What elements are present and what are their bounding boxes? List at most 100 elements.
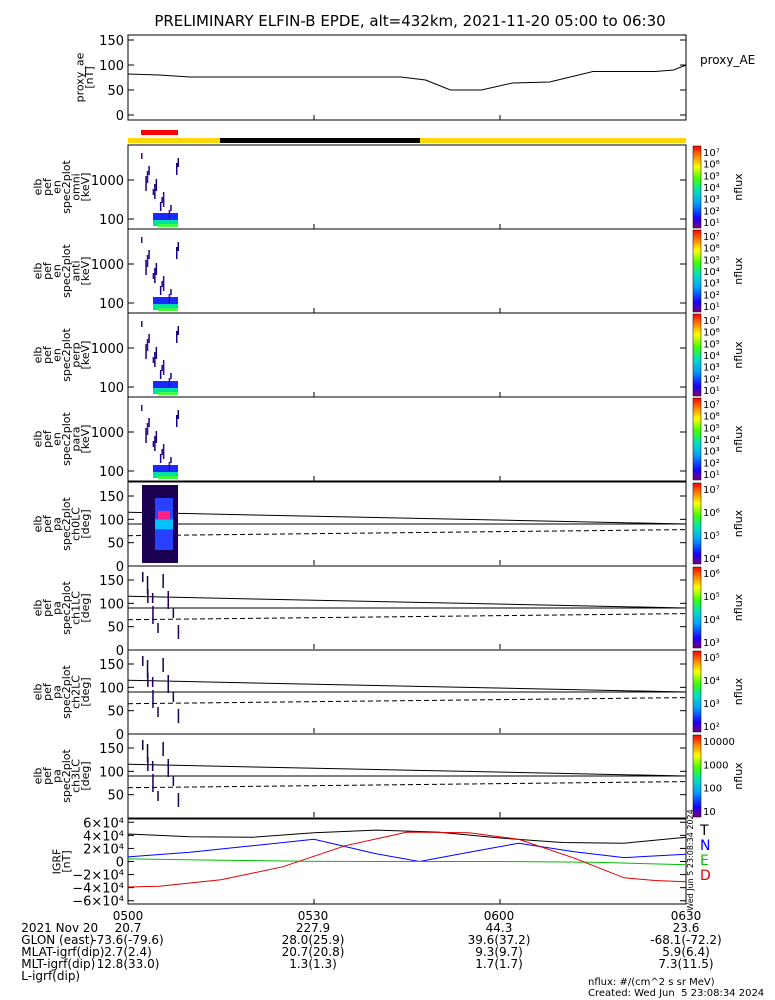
spectrogram-pixel <box>152 441 155 447</box>
pa-pixel <box>162 658 164 672</box>
colorbar <box>692 229 702 313</box>
pa-ylabel-line: pef <box>41 598 54 617</box>
spectrogram-ylabel-line: pef <box>41 261 54 280</box>
footer-value: 28.0(25.9) <box>281 933 345 947</box>
colorbar-tick-label: 10⁶ <box>703 569 720 580</box>
colorbar-label: nflux <box>732 762 745 790</box>
spec-y-label: 1000 <box>91 258 124 273</box>
spectrogram-pixel <box>141 405 143 411</box>
colorbar-tick-label: 10⁷ <box>703 485 720 496</box>
pa-y-label: 50 <box>107 537 124 552</box>
colorbar-tick-label: 10⁶ <box>703 244 720 255</box>
colorbar-tick-label: 10⁶ <box>703 508 720 519</box>
spectrogram-pixel <box>155 179 158 191</box>
spectrogram-ylabel-line: en <box>50 348 63 362</box>
pa-pixel <box>142 656 144 666</box>
pa-pixel-block <box>158 510 170 519</box>
colorbar-tick-label: 10² <box>703 722 720 733</box>
pa-y-label: 50 <box>107 621 124 636</box>
spectrogram-pixel <box>153 213 178 221</box>
pa-ylabel-line: pef <box>41 766 54 785</box>
spectrogram-pixel <box>170 289 172 295</box>
footer-value: 1.7(1.7) <box>475 957 523 971</box>
footer-value: -68.1(-72.2) <box>650 933 722 947</box>
spectrogram-ylabel-line: perp <box>69 342 82 367</box>
pa-y-label: 0 <box>116 644 124 659</box>
pa-ylabel-line: elb <box>31 684 44 701</box>
proxy-ae-y-label: 100 <box>99 59 124 74</box>
pa-pixel <box>177 709 180 723</box>
igrf-y-label: 6×10⁴ <box>83 816 124 831</box>
pa-y-label: 100 <box>99 513 124 528</box>
pa-pixel <box>151 677 154 687</box>
spectrogram-ylabel-line: pef <box>41 345 54 364</box>
spectrogram-pixel <box>145 428 147 443</box>
spectrogram-pixel <box>162 444 165 459</box>
spectrogram-pixel <box>146 423 149 435</box>
pa-pixel <box>152 774 154 792</box>
spectrogram-ylabel-line: pef <box>41 177 54 196</box>
science-zone-marker <box>141 130 178 135</box>
igrf-legend-T: T <box>699 823 709 839</box>
footer-row-date: 2021 Nov 20 <box>21 921 99 935</box>
colorbar-tick-label: 10² <box>703 458 720 469</box>
colorbar-tick-label: 10⁴ <box>703 676 720 687</box>
colorbar-tick-label: 10³ <box>703 363 720 374</box>
pa-pixel <box>177 793 180 807</box>
spectrogram-pixel <box>146 255 149 267</box>
colorbar-title: nflux <box>732 677 745 705</box>
colorbar-tick-label: 10⁶ <box>703 160 720 171</box>
footer-row-glon: GLON (east) <box>21 933 95 947</box>
pa-line <box>127 511 687 525</box>
colorbar-tick-label: 10⁷ <box>703 232 720 243</box>
colorbar-title: nflux <box>732 762 745 790</box>
colorbar-tick-label: 10¹ <box>703 218 720 229</box>
colorbar-tick-label: 10000 <box>703 737 735 748</box>
spectrogram-pixel <box>154 184 156 199</box>
pa-ylabel-line: [deg] <box>79 761 92 790</box>
spectrogram-pixel <box>153 297 178 305</box>
colorbar-tick-label: 10⁵ <box>703 171 720 182</box>
spectrogram-pixel <box>159 286 162 295</box>
footer-value: 0600 <box>483 909 515 923</box>
footer-value: 0530 <box>297 909 329 923</box>
spectrogram-pixel <box>154 268 156 283</box>
spectrogram-pixel <box>152 357 155 363</box>
pa-pixel <box>172 608 175 618</box>
igrf-y-label: −6×10⁴ <box>72 895 124 910</box>
spectrogram-pixel <box>146 339 149 351</box>
colorbar-tick-label: 10⁷ <box>703 316 720 327</box>
footer-value: 12.8(33.0) <box>96 957 160 971</box>
colorbar-tick-label: 10¹ <box>703 302 720 313</box>
spectrogram-ylabel-line: para <box>69 427 82 452</box>
spectrogram-pixel <box>161 449 163 455</box>
spectrogram-pixel <box>145 260 147 275</box>
colorbar <box>692 566 702 649</box>
colorbar <box>692 734 702 818</box>
proxy-ae-frame <box>127 34 687 121</box>
igrf-ylabel: IGRF[nT] <box>50 849 73 875</box>
colorbar-tick-label: 10⁴ <box>703 183 720 194</box>
pa-ylabel-line: ch0LC <box>69 507 82 541</box>
pa-line <box>127 697 687 705</box>
spectrogram-pixel <box>152 273 155 279</box>
spectrogram-pixel <box>168 462 171 471</box>
pa-pixel <box>162 742 164 756</box>
spectrogram-pixel <box>177 158 179 167</box>
spectrogram-pixel <box>152 189 155 195</box>
spectrogram-pixel <box>153 220 178 226</box>
spectrogram-pixel <box>141 153 143 159</box>
spectrogram-pixel <box>146 171 149 183</box>
colorbar-label: nflux <box>732 341 745 369</box>
pa-pixel <box>147 589 149 603</box>
colorbar-tick-label: 10² <box>703 290 720 301</box>
colorbar-tick-label: 10⁴ <box>703 615 720 626</box>
pa-y-label: 100 <box>99 597 124 612</box>
pa-ylabel-line: ch2LC <box>69 675 82 709</box>
spectrogram-pixel <box>170 457 172 463</box>
spectrogram-ylabel-line: elb <box>31 347 44 364</box>
spec-y-label: 100 <box>99 213 124 228</box>
spectrogram-ylabel-line: en <box>50 432 63 446</box>
